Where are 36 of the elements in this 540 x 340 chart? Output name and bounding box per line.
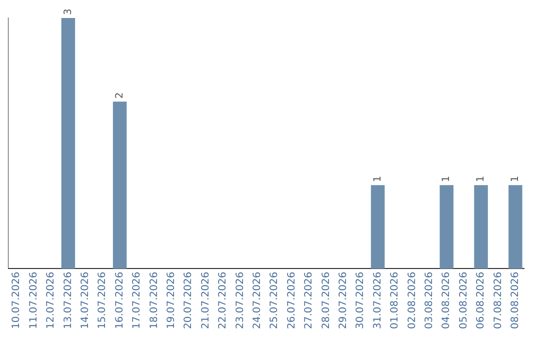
x-tick-label: 28.07.2026 — [320, 272, 332, 330]
x-tick-label: 11.07.2026 — [28, 272, 40, 330]
x-tick-label: 12.07.2026 — [46, 272, 57, 330]
x-tick-label: 20.07.2026 — [183, 272, 194, 330]
x-tick-label: 14.07.2026 — [80, 272, 91, 330]
x-tick-label: 03.08.2026 — [424, 272, 435, 330]
x-tick-label: 29.07.2026 — [338, 272, 349, 330]
data-label: 2 — [114, 92, 126, 99]
x-tick-label: 23.07.2026 — [234, 272, 246, 330]
x-tick-label: 15.07.2026 — [97, 272, 108, 330]
x-tick-label: 26.07.2026 — [286, 272, 298, 330]
data-label: 1 — [372, 176, 384, 182]
x-tick-label: 05.08.2026 — [458, 272, 470, 330]
x-tick-label: 04.08.2026 — [441, 272, 452, 330]
x-tick-label: 17.07.2026 — [132, 272, 143, 330]
data-label: 1 — [441, 176, 452, 182]
x-tick-label: 22.07.2026 — [218, 272, 229, 330]
x-tick-label: 21.07.2026 — [200, 272, 212, 330]
x-tick-label: 31.07.2026 — [372, 272, 384, 330]
data-label: 3 — [62, 8, 74, 15]
x-tick-label: 25.07.2026 — [269, 272, 280, 330]
x-tick-label: 27.07.2026 — [304, 272, 315, 330]
x-tick-label: 01.08.2026 — [390, 272, 401, 330]
x-tick-label: 16.07.2026 — [114, 272, 126, 330]
x-tick-label: 18.07.2026 — [148, 272, 160, 330]
x-tick-label: 10.07.2026 — [11, 272, 22, 330]
x-tick-label: 13.07.2026 — [62, 272, 74, 330]
x-tick-label: 24.07.2026 — [252, 272, 263, 330]
x-tick-label: 19.07.2026 — [166, 272, 177, 330]
x-tick-label: 02.08.2026 — [406, 272, 418, 330]
x-tick-label: 30.07.2026 — [355, 272, 366, 330]
x-tick-label: 07.08.2026 — [492, 272, 504, 330]
data-label: 1 — [510, 176, 521, 182]
x-tick-label: 06.08.2026 — [476, 272, 487, 330]
x-tick-label: 08.08.2026 — [510, 272, 521, 330]
data-label: 1 — [476, 176, 487, 182]
